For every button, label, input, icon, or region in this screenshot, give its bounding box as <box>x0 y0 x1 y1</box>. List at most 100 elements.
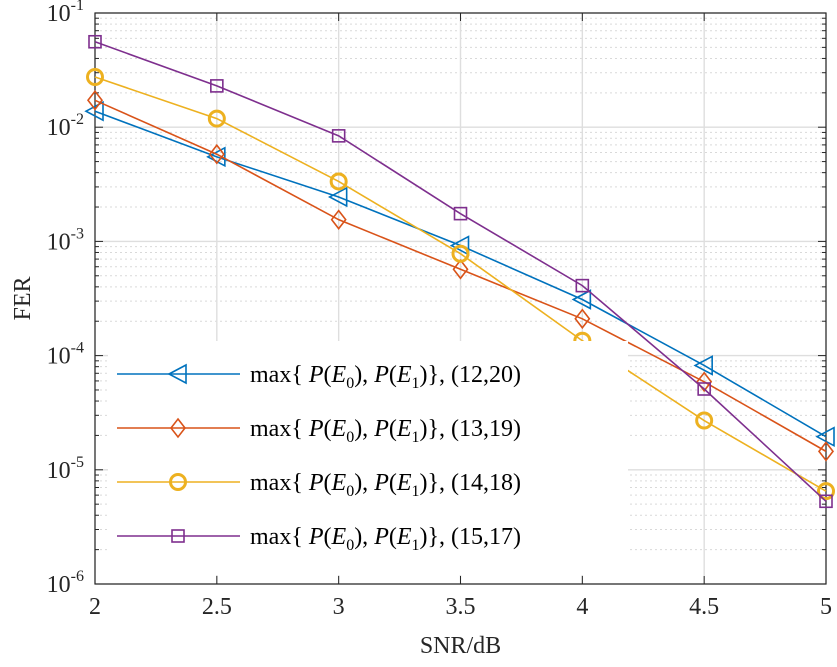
marker-circle <box>451 244 470 263</box>
legend-label-part: 1 <box>412 483 420 500</box>
y-tick-label: 10-4 <box>47 340 84 370</box>
legend-label-part: 0 <box>346 483 354 500</box>
marker-square <box>88 34 102 49</box>
y-tick-label: 10-2 <box>47 111 84 141</box>
marker-circle <box>817 482 835 501</box>
marker-triangle <box>84 100 104 122</box>
y-tick-base: 10 <box>47 344 71 370</box>
legend-label-part: 0 <box>346 375 354 392</box>
legend-label: max{ P(E0), P(E1)}, (13,19) <box>250 416 521 446</box>
legend-label-part: P <box>373 524 389 550</box>
y-tick-label: 10-6 <box>47 568 84 598</box>
marker-diamond <box>169 417 187 439</box>
series-line <box>94 99 827 453</box>
marker-triangle <box>327 186 348 208</box>
legend: max{ P(E0), P(E1)}, (12,20)max{ P(E0), P… <box>108 341 628 575</box>
marker-diamond <box>208 143 225 165</box>
y-tick-label: 10-3 <box>47 225 84 255</box>
marker-square <box>171 529 185 543</box>
marker-triangle <box>571 289 592 310</box>
legend-label-part: P <box>308 416 324 442</box>
y-axis-title: FER <box>10 276 36 320</box>
y-tick-exponent: -6 <box>71 568 84 585</box>
y-tick-exponent: -5 <box>71 454 84 471</box>
marker-circle <box>86 68 104 87</box>
marker-diamond <box>817 441 835 462</box>
legend-label-part: ), <box>354 416 374 442</box>
x-tick-label: 4.5 <box>689 594 719 620</box>
x-tick-label: 2 <box>89 594 101 620</box>
legend-label-part: E <box>331 470 347 496</box>
legend-label-part: }, (13,19) <box>428 416 522 442</box>
legend-label-part: ( <box>389 470 397 496</box>
y-tick-base: 10 <box>47 229 71 255</box>
marker-diamond <box>330 209 347 230</box>
legend-label-part: ) <box>420 524 428 550</box>
legend-entry: max{ P(E0), P(E1)}, (12,20) <box>117 362 521 392</box>
marker-circle <box>207 109 226 128</box>
legend-label-part: P <box>308 362 324 388</box>
x-tick-label: 2.5 <box>202 594 232 620</box>
legend-label-part: ( <box>324 524 332 550</box>
series-2 <box>86 89 835 462</box>
marker-square <box>697 382 711 396</box>
marker-diamond <box>696 371 713 393</box>
legend-label-part: ( <box>324 470 332 496</box>
legend-label-part: 1 <box>412 429 420 446</box>
marker-square <box>210 79 224 93</box>
legend-label-part: ) <box>420 416 428 442</box>
y-tick-exponent: -3 <box>71 225 84 242</box>
x-tick-label: 3 <box>333 594 345 620</box>
series-3 <box>86 68 835 501</box>
legend-label-part: E <box>396 470 412 496</box>
marker-circle <box>695 411 714 430</box>
legend-label-part: ) <box>420 362 428 388</box>
legend-label-part: ) <box>420 470 428 496</box>
legend-label-part: 0 <box>346 537 354 554</box>
legend-label-part: E <box>396 362 412 388</box>
legend-label-part: E <box>396 416 412 442</box>
legend-entry: max{ P(E0), P(E1)}, (15,17) <box>117 524 521 554</box>
y-tick-base: 10 <box>47 572 71 598</box>
legend-label-part: P <box>308 470 324 496</box>
legend-label-part: 0 <box>346 429 354 446</box>
y-tick-exponent: -1 <box>71 0 84 14</box>
legend-label-part: ), <box>354 470 374 496</box>
series-4 <box>88 34 833 509</box>
legend-label-part: }, (15,17) <box>428 524 522 550</box>
marker-triangle <box>693 355 713 376</box>
marker-square <box>819 494 833 509</box>
legend-label-part: 1 <box>412 375 420 392</box>
legend-label-part: P <box>308 524 324 550</box>
y-tick-base: 10 <box>47 1 71 27</box>
marker-triangle <box>815 426 835 448</box>
marker-triangle <box>167 363 187 385</box>
legend-entry: max{ P(E0), P(E1)}, (13,19) <box>117 416 521 446</box>
legend-label-part: }, (14,18) <box>428 470 522 496</box>
marker-circle <box>329 172 348 191</box>
series-layer <box>84 34 835 509</box>
legend-label-part: }, (12,20) <box>428 362 522 388</box>
legend-label-part: ( <box>324 416 332 442</box>
x-tick-label: 5 <box>820 594 832 620</box>
legend-label-part: ), <box>354 524 374 550</box>
legend-label-part: E <box>396 524 412 550</box>
marker-diamond <box>86 89 104 111</box>
legend-label: max{ P(E0), P(E1)}, (14,18) <box>250 470 521 500</box>
y-tick-labels: 10-110-210-310-410-510-6 <box>47 0 84 598</box>
legend-label-part: ( <box>324 362 332 388</box>
y-tick-label: 10-5 <box>47 454 84 484</box>
legend-label-part: E <box>331 524 347 550</box>
x-tick-labels: 2 2.5 3 3.5 4 4.5 5 <box>89 594 832 620</box>
marker-triangle <box>449 235 470 256</box>
marker-square <box>453 206 468 221</box>
y-tick-exponent: -4 <box>71 340 84 357</box>
legend-label-part: ), <box>354 362 374 388</box>
legend-label: max{ P(E0), P(E1)}, (15,17) <box>250 524 521 554</box>
legend-entry: max{ P(E0), P(E1)}, (14,18) <box>117 470 521 500</box>
legend-label-part: ( <box>389 416 397 442</box>
legend-label: max{ P(E0), P(E1)}, (12,20) <box>250 362 521 392</box>
y-tick-base: 10 <box>47 458 71 484</box>
y-tick-label: 10-1 <box>47 0 84 27</box>
